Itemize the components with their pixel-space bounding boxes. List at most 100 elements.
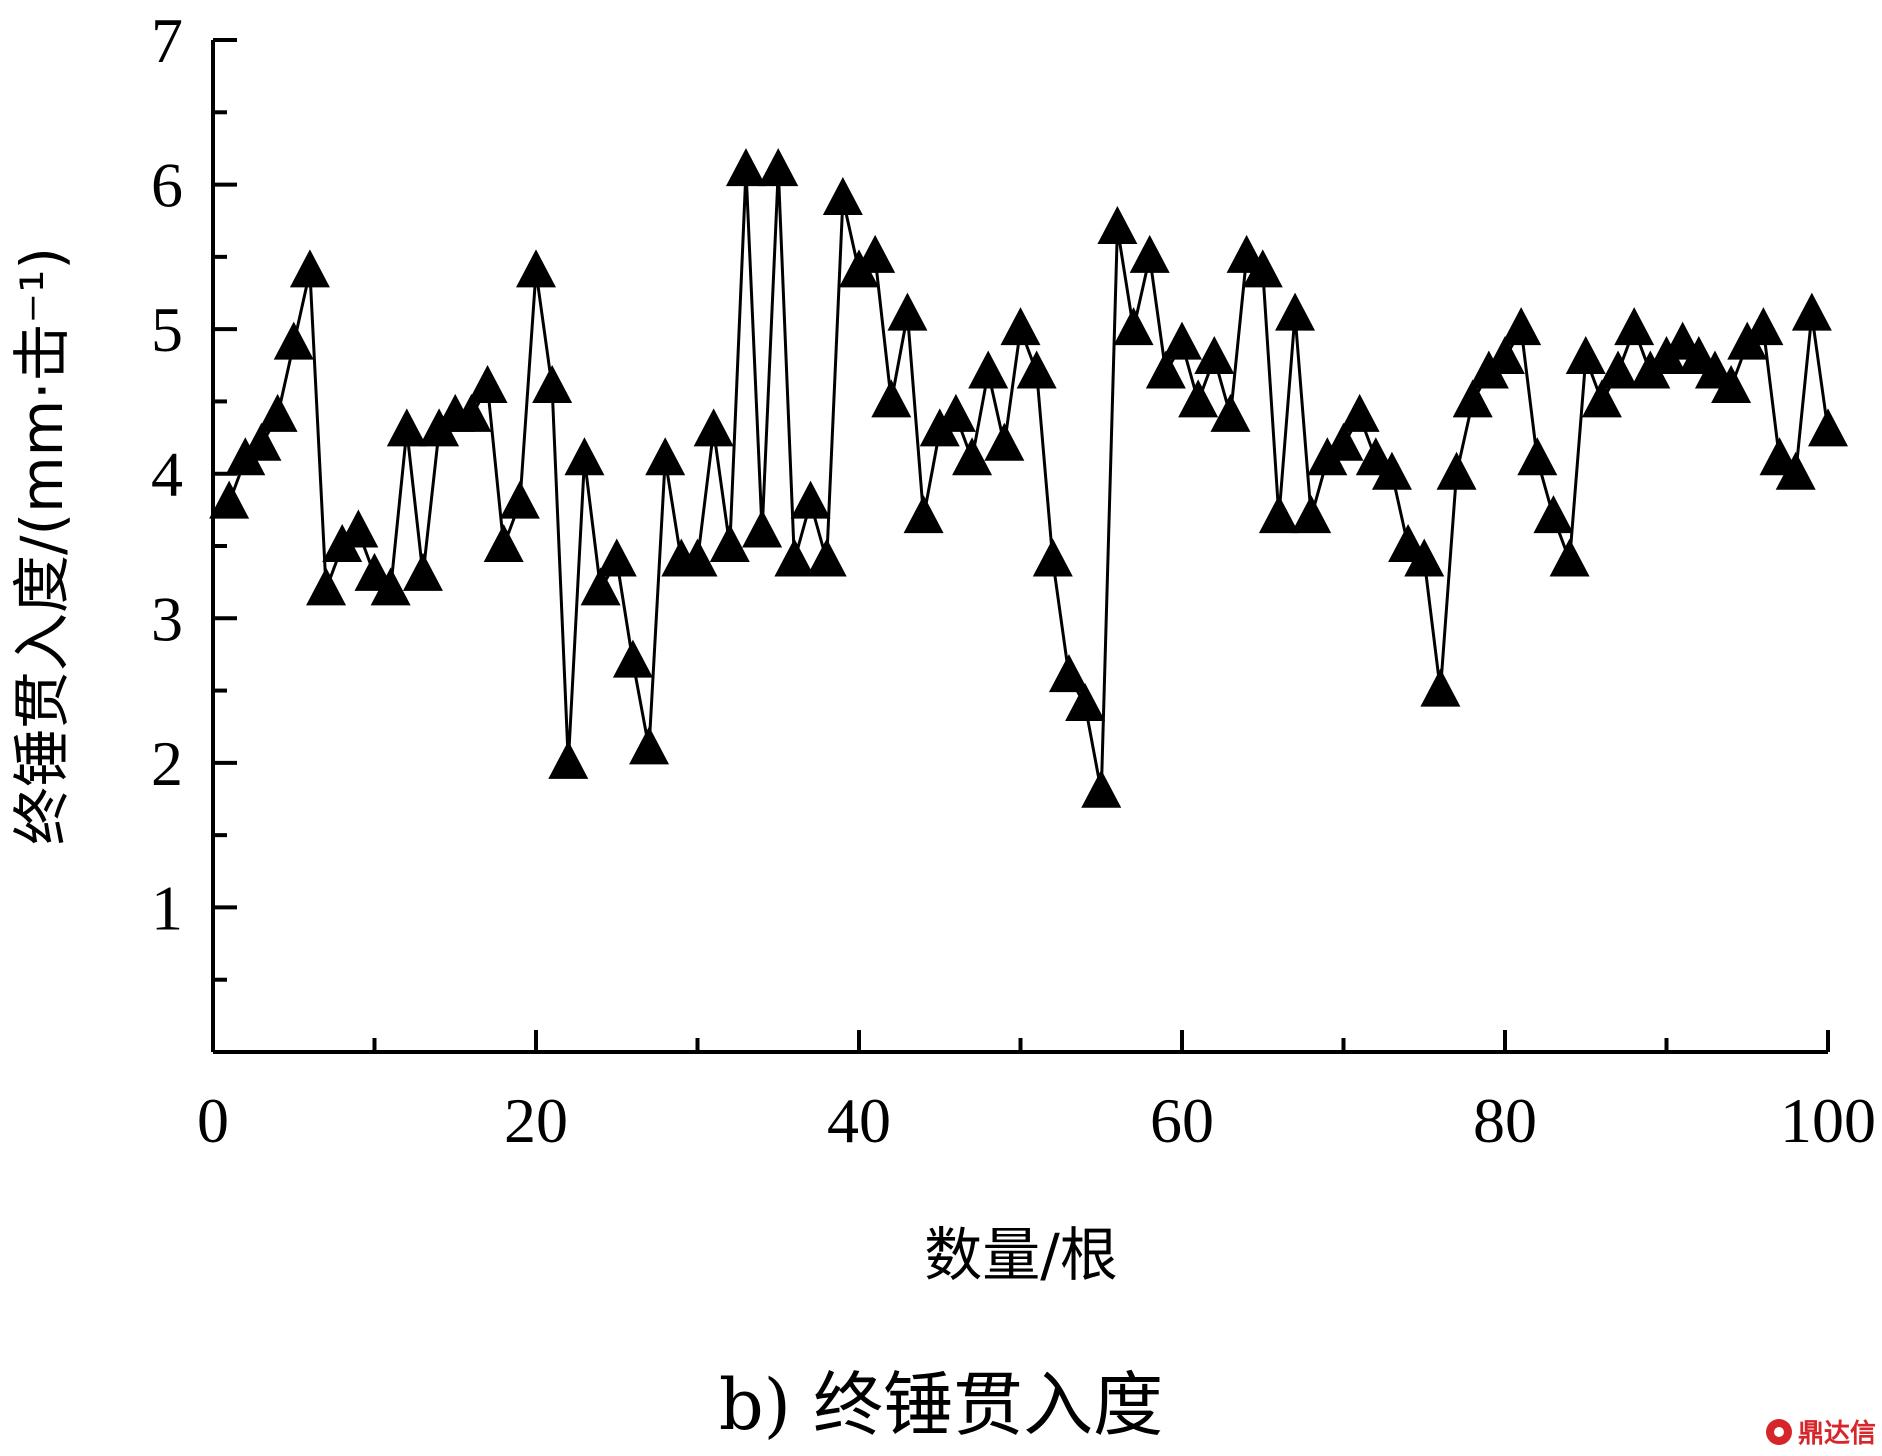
watermark-logo-icon [1765, 1418, 1792, 1445]
y-tick-label: 1 [151, 872, 183, 943]
data-point-marker [306, 567, 347, 606]
data-point-marker [1549, 538, 1590, 577]
data-point-marker [1598, 350, 1639, 389]
data-point-marker [580, 567, 621, 606]
data-point-marker [1048, 654, 1089, 693]
data-point-marker [790, 480, 831, 519]
data-point-marker [822, 177, 863, 216]
x-tick-label: 100 [1780, 1085, 1876, 1156]
y-tick-label: 2 [151, 728, 183, 799]
data-point-marker [1113, 307, 1154, 346]
data-point-marker [1097, 205, 1138, 244]
data-point-marker [1323, 422, 1364, 461]
data-point-marker [1743, 307, 1784, 346]
data-point-marker [1517, 437, 1558, 476]
data-point-marker [516, 249, 556, 288]
data-point-marker [1581, 379, 1622, 418]
data-point-marker [806, 538, 847, 577]
data-point-marker [1275, 292, 1316, 331]
data-point-marker [483, 524, 524, 562]
data-point-marker [402, 552, 443, 591]
y-tick-label: 7 [151, 5, 183, 76]
data-point-marker [1145, 350, 1186, 389]
data-point-marker [1791, 292, 1832, 331]
data-point-marker [1436, 451, 1477, 490]
data-point-marker [968, 350, 1009, 389]
data-point-marker [338, 509, 379, 548]
data-point-marker [499, 480, 540, 519]
data-point-marker [1614, 307, 1655, 346]
data-point-marker [209, 480, 250, 519]
data-point-marker [370, 567, 411, 606]
data-point-marker [742, 509, 783, 548]
data-point-marker [984, 422, 1025, 461]
data-point-marker [1129, 234, 1170, 273]
data-point-marker [1258, 495, 1299, 534]
data-point-marker [1178, 379, 1219, 418]
data-point-marker [1404, 538, 1445, 577]
data-point-marker [1485, 336, 1525, 375]
data-point-marker [1711, 364, 1752, 403]
y-axis-title: 终锤贯入度/(mm·击⁻¹) [8, 247, 76, 845]
data-point-marker [645, 437, 686, 476]
y-tick-label: 5 [151, 294, 183, 365]
data-point-marker [629, 726, 670, 765]
watermark: 鼎达信 [1765, 1413, 1876, 1450]
data-point-marker [725, 148, 766, 187]
data-point-marker [451, 393, 492, 432]
data-point-marker [952, 437, 993, 476]
data-point-marker [548, 740, 589, 779]
data-point-marker [241, 422, 282, 461]
data-point-marker [1339, 393, 1380, 432]
data-point-marker [273, 321, 314, 360]
data-point-marker [1452, 379, 1493, 418]
series-layer [209, 148, 1848, 808]
data-point-marker [855, 234, 896, 273]
data-point-marker [758, 148, 799, 187]
data-point-marker [1194, 336, 1235, 375]
ticks [213, 38, 1830, 1052]
data-point-marker [903, 495, 944, 534]
data-point-marker [1081, 769, 1122, 808]
data-point-marker [1162, 321, 1202, 360]
x-tick-label: 20 [504, 1085, 568, 1156]
data-point-marker [1016, 350, 1057, 389]
figure-caption: b) 终锤贯入度 [718, 1364, 1164, 1446]
data-point-marker [467, 364, 508, 403]
y-tick-label: 4 [151, 439, 183, 510]
data-point-marker [1291, 495, 1332, 534]
data-point-marker [289, 249, 330, 288]
data-point-marker [1065, 683, 1106, 722]
data-point-marker [1533, 495, 1574, 534]
data-point-marker [1808, 408, 1848, 447]
data-point-marker [1210, 393, 1251, 432]
x-tick-label: 40 [827, 1085, 891, 1156]
data-point-marker [709, 524, 750, 562]
data-point-marker [1775, 451, 1816, 490]
data-point-marker [1242, 249, 1283, 288]
data-point-marker [257, 393, 298, 432]
data-point-marker [871, 379, 912, 418]
y-tick-label: 6 [151, 150, 183, 221]
series-line [227, 170, 1830, 793]
data-point-marker [532, 364, 573, 403]
watermark-text: 鼎达信 [1797, 1419, 1876, 1449]
data-point-marker [935, 393, 976, 432]
y-tick-label: 3 [151, 583, 183, 654]
data-point-marker [1501, 307, 1542, 346]
axes [211, 40, 1828, 1054]
data-point-marker [887, 292, 928, 331]
data-point-marker [596, 538, 637, 577]
data-point-marker [564, 437, 605, 476]
x-tick-label: 60 [1150, 1085, 1214, 1156]
x-tick-label: 0 [197, 1085, 229, 1156]
data-point-marker [1420, 668, 1461, 707]
data-point-marker [612, 639, 653, 678]
data-point-marker [1000, 307, 1041, 346]
data-point-marker [1371, 451, 1412, 490]
data-point-marker [677, 538, 718, 577]
data-point-marker [693, 408, 734, 447]
tick-labels: 0 20 40 60 80 100 1 2 3 4 5 6 7 [151, 5, 1876, 1156]
data-point-marker [774, 538, 815, 577]
